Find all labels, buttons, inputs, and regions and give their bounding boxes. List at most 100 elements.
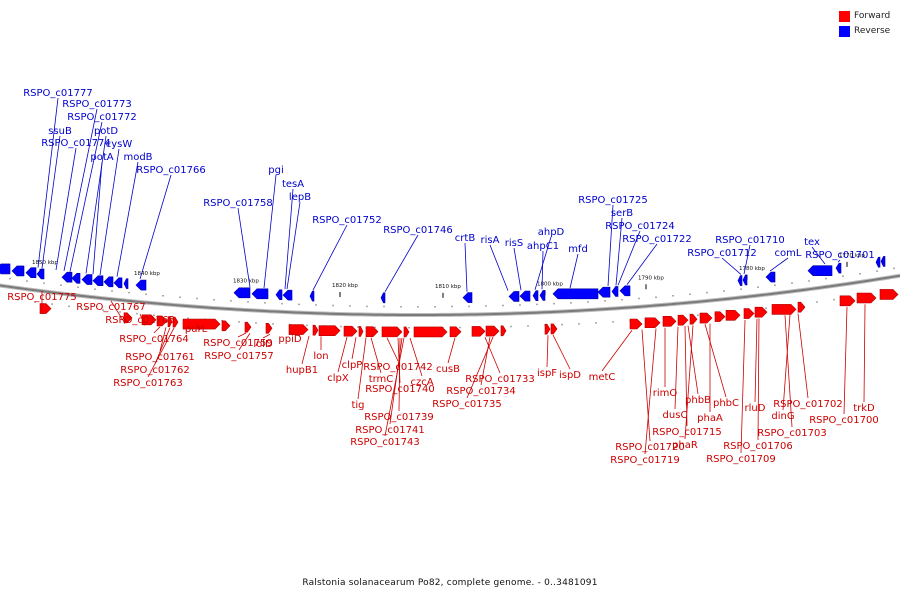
reverse-gene-arrow[interactable] [462,292,473,303]
reverse-gene-arrow[interactable] [619,285,631,297]
gene-label[interactable]: pgi [268,165,283,176]
forward-gene-arrow[interactable] [677,314,689,326]
reverse-gene-arrow[interactable] [0,263,11,275]
gene-label[interactable]: dusC [663,410,688,421]
gene-label[interactable]: RSPO_c01703 [757,428,827,439]
gene-label[interactable]: clpX [327,373,349,384]
forward-gene-arrow[interactable] [288,324,309,335]
gene-label[interactable]: RSPO_c01757 [204,351,274,362]
gene-label[interactable]: RSPO_c01761 [125,352,195,363]
gene-label[interactable]: RSPO_c01741 [355,425,425,436]
gene-label[interactable]: RSPO_c01752 [312,215,382,226]
reverse-gene-arrow[interactable] [508,291,520,302]
gene-label[interactable]: RSPO_c01701 [805,250,875,261]
gene-label[interactable]: serB [611,208,633,219]
gene-label[interactable]: RSPO_c01765 [105,315,175,326]
reverse-gene-arrow[interactable] [539,290,546,301]
reverse-gene-arrow[interactable] [25,267,37,279]
forward-gene-arrow[interactable] [743,308,755,319]
gene-label[interactable]: cysW [106,139,133,150]
forward-gene-arrow[interactable] [156,315,168,327]
gene-label[interactable]: purL [185,324,208,335]
reverse-gene-arrow[interactable] [835,262,842,274]
forward-gene-arrow[interactable] [500,325,507,337]
gene-label[interactable]: mfd [568,244,588,255]
forward-gene-arrow[interactable] [172,316,179,328]
reverse-gene-arrow[interactable] [36,268,45,280]
gene-label[interactable]: RSPO_c01740 [365,384,435,395]
gene-label[interactable]: lon [313,351,328,362]
reverse-gene-arrow[interactable] [282,289,293,301]
reverse-gene-arrow[interactable] [135,279,147,291]
gene-label[interactable]: RSPO_c01712 [687,248,757,259]
gene-label[interactable]: RSPO_c01702 [773,399,843,410]
forward-gene-arrow[interactable] [244,321,252,333]
forward-gene-arrow[interactable] [182,318,221,330]
reverse-gene-arrow[interactable] [519,290,531,302]
gene-label[interactable]: lolD [253,339,273,350]
gene-label[interactable]: lepB [289,192,311,203]
reverse-gene-arrow[interactable] [597,286,611,298]
forward-gene-arrow[interactable] [343,325,358,337]
gene-label[interactable]: rluD [745,403,766,414]
reverse-gene-arrow[interactable] [251,288,269,300]
gene-label[interactable]: RSPO_c01766 [136,165,206,176]
forward-gene-arrow[interactable] [318,325,341,336]
gene-label[interactable]: ispD [559,370,581,381]
reverse-gene-arrow[interactable] [61,271,73,283]
gene-label[interactable]: potA [90,152,113,163]
reverse-gene-arrow[interactable] [742,274,748,286]
reverse-gene-arrow[interactable] [309,290,315,302]
forward-gene-arrow[interactable] [879,289,899,300]
gene-label[interactable]: ispF [537,368,557,379]
gene-label[interactable]: RSPO_c01759 [203,338,273,349]
gene-label[interactable]: RSPO_c01706 [723,441,793,452]
legend-forward[interactable]: Forward [839,9,890,24]
gene-label[interactable]: rimO [653,388,678,399]
gene-label[interactable]: RSPO_c01700 [809,415,879,426]
forward-gene-arrow[interactable] [167,316,173,327]
reverse-gene-arrow[interactable] [611,286,619,297]
forward-gene-arrow[interactable] [141,314,157,326]
gene-label[interactable]: RSPO_c01743 [350,437,420,448]
gene-label[interactable]: ssuB [48,126,72,137]
reverse-gene-arrow[interactable] [275,289,283,301]
gene-label[interactable]: RSPO_c01724 [605,221,675,232]
gene-label[interactable]: trkD [853,403,875,414]
reverse-gene-arrow[interactable] [123,278,129,289]
forward-gene-arrow[interactable] [312,324,319,336]
gene-label[interactable]: RSPO_c01720 [615,442,685,453]
gene-label[interactable]: RSPO_c01763 [113,378,183,389]
gene-label[interactable]: metC [589,372,616,383]
reverse-gene-arrow[interactable] [807,265,833,277]
forward-gene-arrow[interactable] [449,326,462,338]
forward-gene-arrow[interactable] [544,323,551,335]
gene-label[interactable]: RSPO_c01739 [364,412,434,423]
reverse-gene-arrow[interactable] [113,277,123,289]
gene-label[interactable]: ahpD [538,227,565,238]
gene-label[interactable]: modB [123,152,152,163]
reverse-gene-arrow[interactable] [11,265,25,277]
gene-label[interactable]: dinG [771,411,794,422]
gene-label[interactable]: phaA [697,413,723,424]
forward-gene-arrow[interactable] [771,304,797,315]
forward-gene-arrow[interactable] [725,309,741,321]
reverse-gene-arrow[interactable] [880,256,886,267]
gene-label[interactable]: RSPO_c01725 [578,195,648,206]
gene-label[interactable]: hupB1 [286,365,318,376]
forward-gene-arrow[interactable] [123,312,133,324]
gene-label[interactable]: trmC [369,374,394,385]
gene-label[interactable]: RSPO_c01709 [706,454,776,465]
reverse-gene-arrow[interactable] [92,275,104,287]
gene-label[interactable]: phaR [672,440,698,451]
gene-label[interactable]: phbC [713,398,739,409]
reverse-gene-arrow[interactable] [765,271,776,283]
forward-gene-arrow[interactable] [644,317,661,329]
legend-reverse[interactable]: Reverse [839,24,890,39]
gene-label[interactable]: phbB [685,395,711,406]
forward-gene-arrow[interactable] [39,303,52,314]
forward-gene-arrow[interactable] [550,323,558,335]
reverse-gene-arrow[interactable] [380,292,386,304]
forward-gene-arrow[interactable] [485,325,500,337]
gene-label[interactable]: RSPO_c01733 [465,374,535,385]
